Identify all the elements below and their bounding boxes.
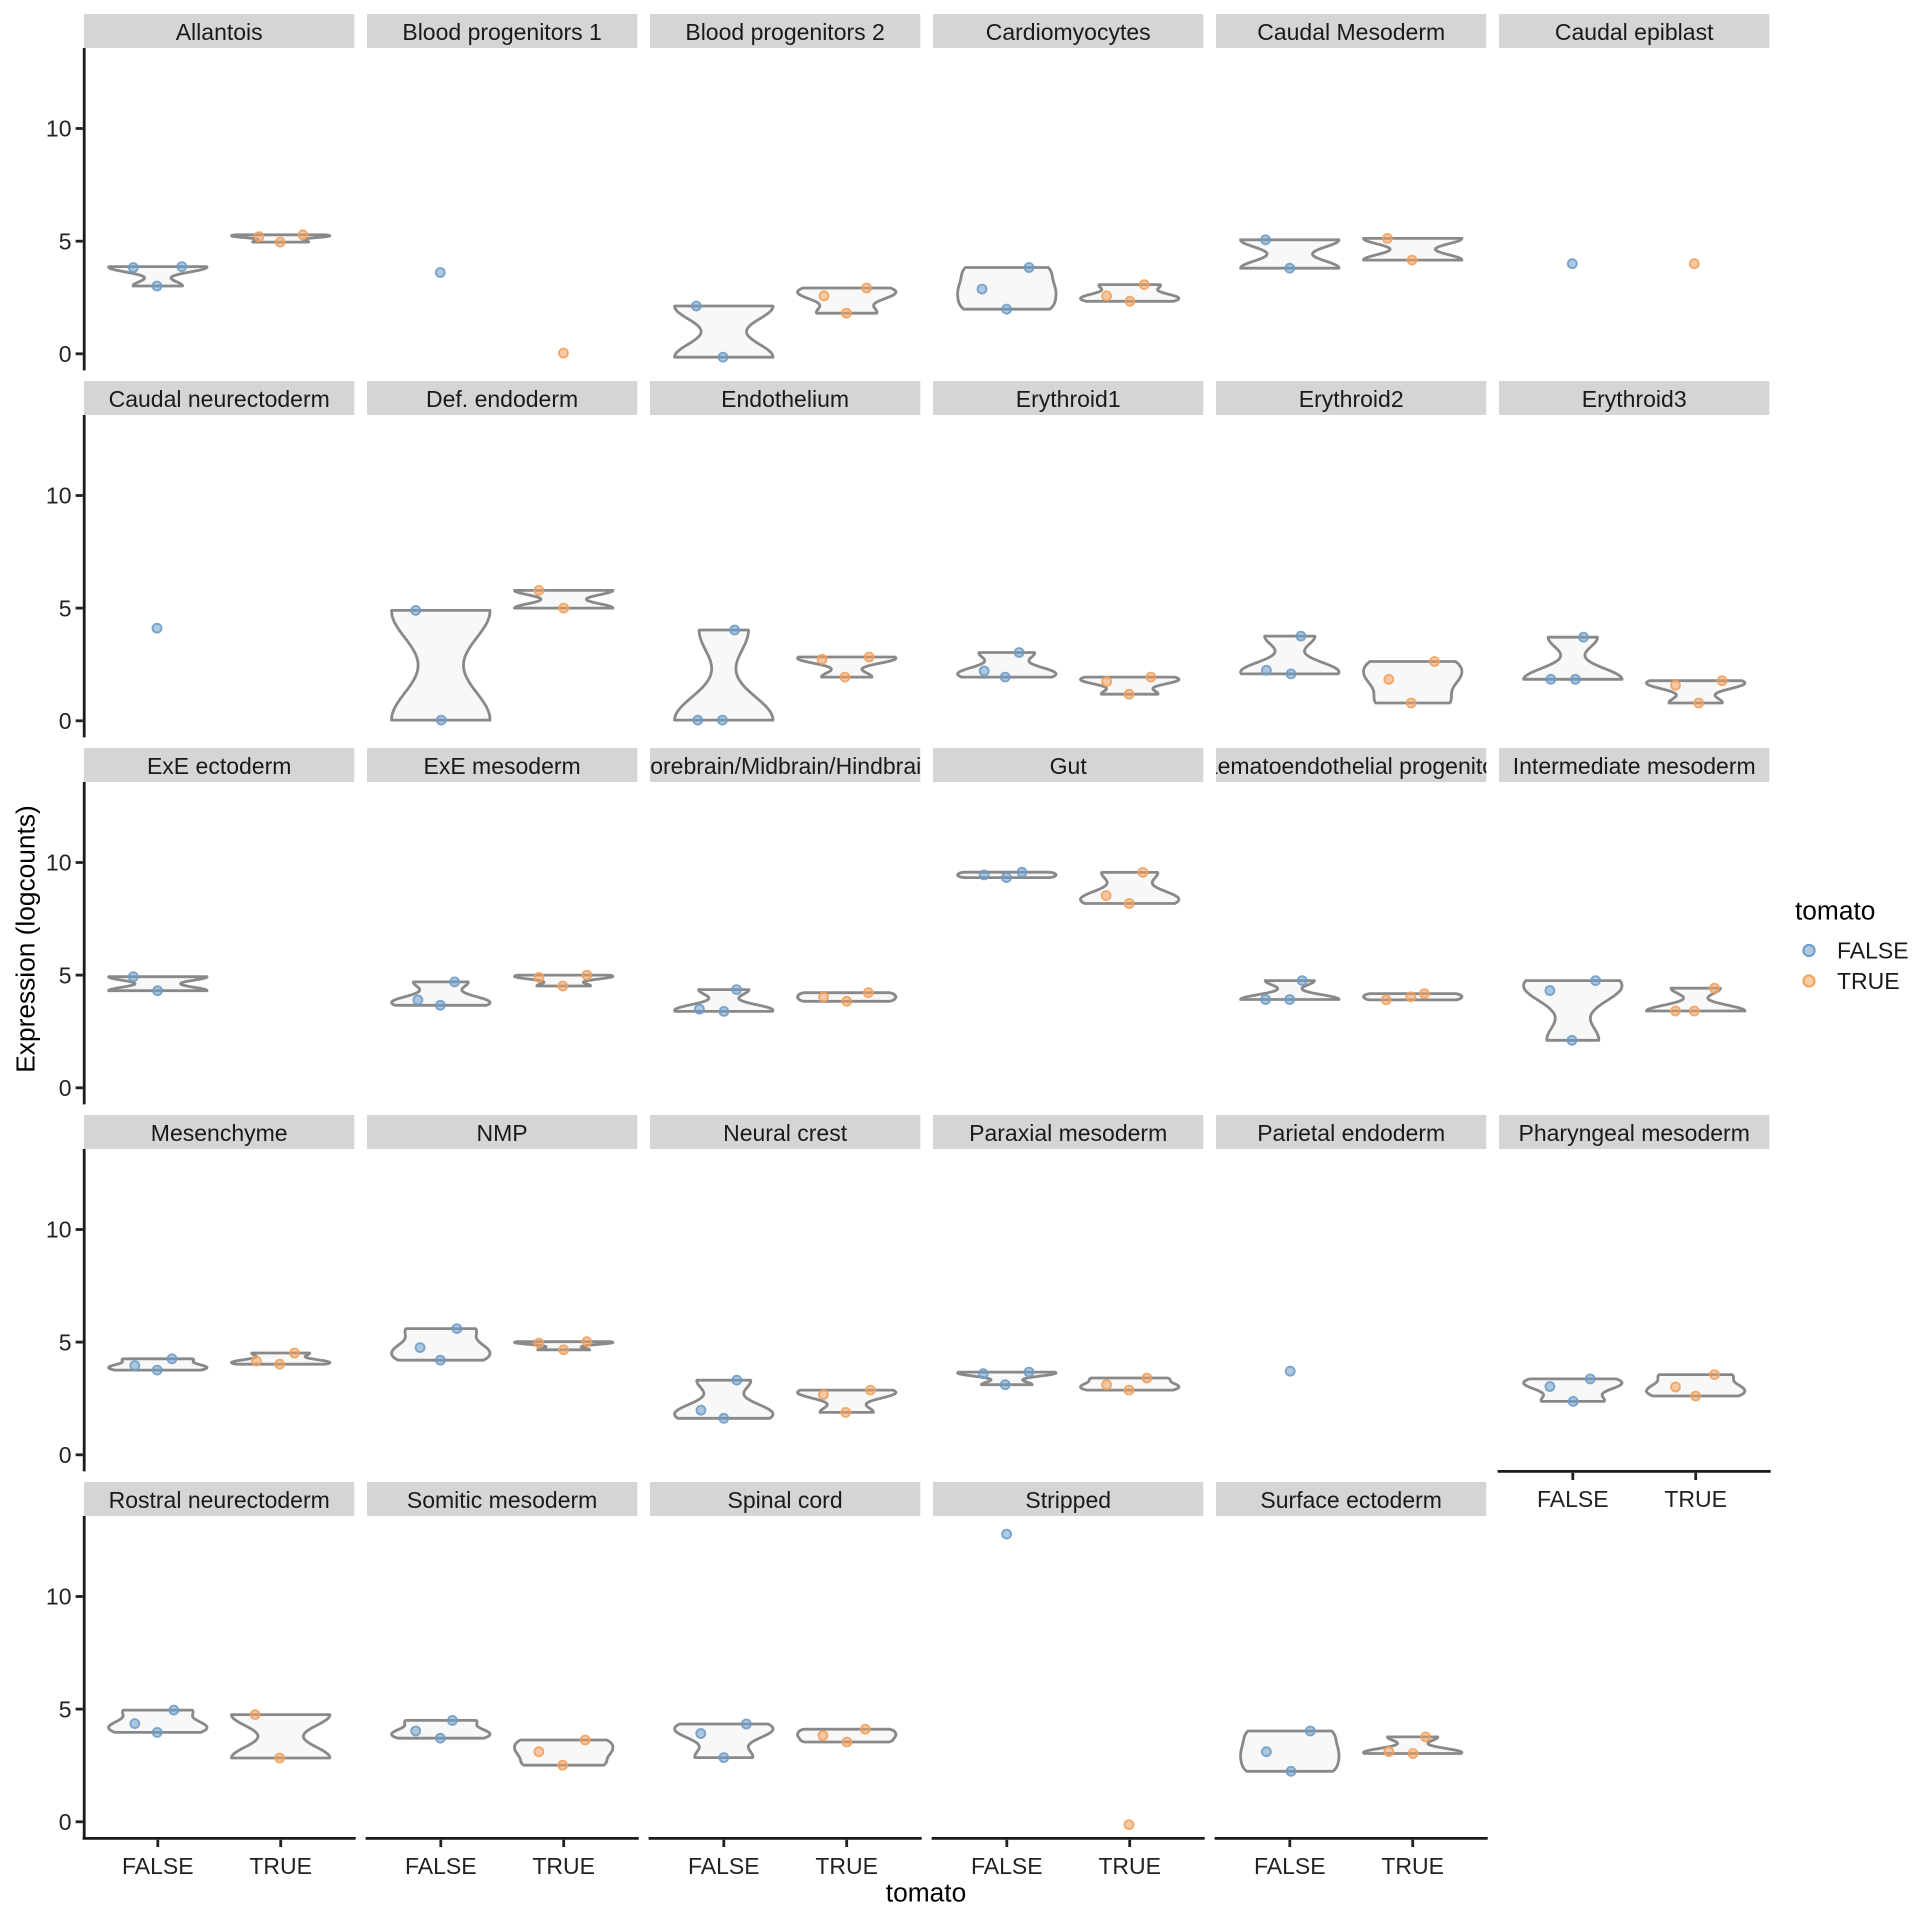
svg-text:TRUE: TRUE — [249, 1853, 312, 1879]
svg-text:FALSE: FALSE — [688, 1853, 760, 1879]
svg-text:Spinal cord: Spinal cord — [728, 1487, 843, 1513]
svg-text:FALSE: FALSE — [405, 1853, 477, 1879]
svg-text:Pharyngeal mesoderm: Pharyngeal mesoderm — [1518, 1120, 1749, 1146]
svg-text:Def. endoderm: Def. endoderm — [426, 386, 578, 412]
svg-text:Erythroid3: Erythroid3 — [1582, 386, 1687, 412]
svg-text:FALSE: FALSE — [1537, 1486, 1609, 1512]
svg-text:10: 10 — [46, 483, 72, 509]
svg-text:Blood progenitors 1: Blood progenitors 1 — [402, 19, 601, 45]
svg-text:Rostral neurectoderm: Rostral neurectoderm — [109, 1487, 330, 1513]
svg-text:FALSE: FALSE — [1837, 938, 1909, 964]
svg-text:Somitic mesoderm: Somitic mesoderm — [407, 1487, 597, 1513]
svg-text:Surface ectoderm: Surface ectoderm — [1260, 1487, 1442, 1513]
svg-text:Gut: Gut — [1050, 753, 1088, 779]
svg-text:Paraxial mesoderm: Paraxial mesoderm — [969, 1120, 1167, 1146]
svg-text:0: 0 — [59, 1075, 72, 1101]
svg-text:TRUE: TRUE — [532, 1853, 595, 1879]
svg-text:Erythroid1: Erythroid1 — [1016, 386, 1121, 412]
svg-text:Intermediate mesoderm: Intermediate mesoderm — [1513, 753, 1756, 779]
svg-text:FALSE: FALSE — [971, 1853, 1043, 1879]
svg-text:5: 5 — [59, 962, 72, 988]
svg-text:Expression (logcounts): Expression (logcounts) — [11, 805, 41, 1072]
svg-text:Blood progenitors 2: Blood progenitors 2 — [685, 19, 884, 45]
svg-text:tomato: tomato — [1795, 896, 1875, 926]
svg-text:Mesenchyme: Mesenchyme — [151, 1120, 288, 1146]
svg-text:0: 0 — [59, 1809, 72, 1835]
svg-text:ExE ectoderm: ExE ectoderm — [147, 753, 291, 779]
svg-text:10: 10 — [46, 1217, 72, 1243]
svg-text:Erythroid2: Erythroid2 — [1299, 386, 1404, 412]
svg-text:Haematoendothelial progenitors: Haematoendothelial progenitors — [1188, 753, 1514, 779]
svg-text:ExE mesoderm: ExE mesoderm — [423, 753, 580, 779]
svg-text:TRUE: TRUE — [1664, 1486, 1727, 1512]
svg-text:10: 10 — [46, 850, 72, 876]
svg-text:0: 0 — [59, 341, 72, 367]
svg-text:5: 5 — [59, 1696, 72, 1722]
svg-text:Parietal endoderm: Parietal endoderm — [1257, 1120, 1445, 1146]
svg-text:0: 0 — [59, 1442, 72, 1468]
svg-text:Forebrain/Midbrain/Hindbrain: Forebrain/Midbrain/Hindbrain — [636, 753, 934, 779]
svg-text:5: 5 — [59, 595, 72, 621]
svg-text:5: 5 — [59, 1329, 72, 1355]
svg-text:tomato: tomato — [886, 1878, 966, 1908]
svg-text:TRUE: TRUE — [1098, 1853, 1161, 1879]
svg-text:Neural crest: Neural crest — [723, 1120, 848, 1146]
svg-text:0: 0 — [59, 708, 72, 734]
svg-text:Endothelium: Endothelium — [721, 386, 849, 412]
svg-text:TRUE: TRUE — [815, 1853, 878, 1879]
svg-text:Allantois: Allantois — [176, 19, 263, 45]
svg-text:5: 5 — [59, 228, 72, 254]
svg-text:Caudal epiblast: Caudal epiblast — [1555, 19, 1714, 45]
svg-text:TRUE: TRUE — [1381, 1853, 1444, 1879]
svg-text:10: 10 — [46, 1584, 72, 1610]
svg-text:FALSE: FALSE — [122, 1853, 194, 1879]
svg-text:Cardiomyocytes: Cardiomyocytes — [986, 19, 1151, 45]
svg-text:Caudal neurectoderm: Caudal neurectoderm — [109, 386, 330, 412]
svg-text:NMP: NMP — [477, 1120, 528, 1146]
svg-text:Caudal Mesoderm: Caudal Mesoderm — [1257, 19, 1445, 45]
svg-text:10: 10 — [46, 116, 72, 142]
svg-text:Stripped: Stripped — [1025, 1487, 1111, 1513]
svg-text:TRUE: TRUE — [1837, 968, 1900, 994]
svg-text:FALSE: FALSE — [1254, 1853, 1326, 1879]
